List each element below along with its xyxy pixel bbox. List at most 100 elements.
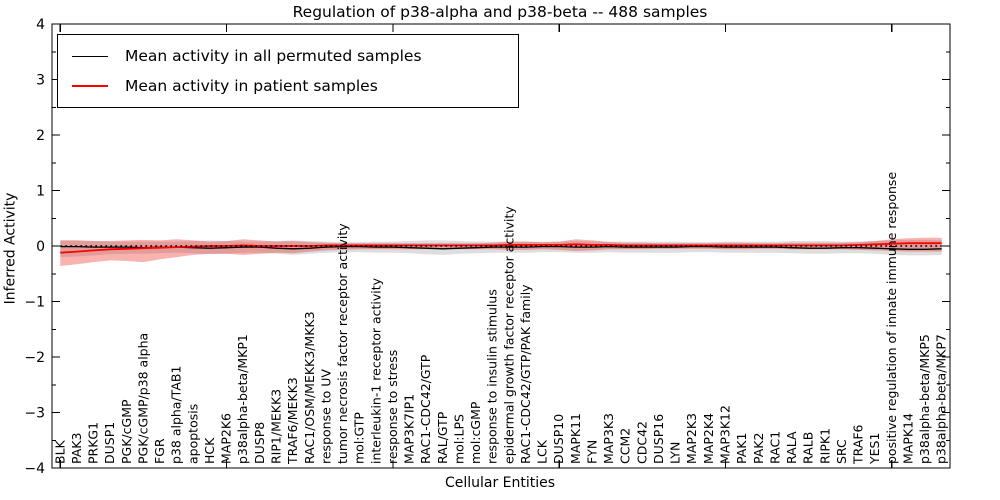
- category-label: TRAF6: [851, 424, 866, 465]
- category-label: PAK1: [734, 433, 749, 464]
- category-label-group: MAP3K12: [718, 405, 733, 464]
- category-label: RAC1/OSM/MEKK3/MKK3: [302, 311, 317, 464]
- category-label: MAP3K7IP1: [402, 394, 417, 464]
- category-label: DUSP8: [252, 422, 267, 464]
- chart-title: Regulation of p38-alpha and p38-beta -- …: [292, 3, 708, 21]
- category-label: LYN: [668, 442, 683, 464]
- y-tick-label: −3: [24, 406, 45, 422]
- category-label-group: DUSP16: [651, 414, 666, 464]
- category-label: p38alpha-beta/MKP1: [235, 334, 250, 464]
- category-label-group: response to stress: [385, 350, 400, 464]
- category-label-group: PAK3: [69, 433, 84, 464]
- category-label-group: positive regulation of innate immune res…: [884, 172, 899, 464]
- category-label: PRKG1: [86, 422, 101, 464]
- category-label: response to insulin stimulus: [485, 289, 500, 464]
- x-axis-title: Cellular Entities: [444, 475, 556, 491]
- category-label-group: TRAF6: [851, 424, 866, 465]
- category-label-group: mol:LPS: [451, 414, 466, 464]
- category-label-group: MAP2K4: [701, 413, 716, 464]
- category-label-group: FYN: [585, 440, 600, 464]
- category-label-group: interleukin-1 receptor activity: [368, 277, 383, 464]
- category-label-group: RALA: [784, 431, 799, 464]
- category-label: response to UV: [318, 369, 333, 464]
- category-label-group: TRAF6/MEKK3: [285, 377, 300, 465]
- category-label: BLK: [52, 439, 67, 464]
- legend-label-patient: Mean activity in patient samples: [125, 77, 378, 95]
- category-label: epidermal growth factor receptor activit…: [501, 206, 516, 464]
- category-label: DUSP10: [551, 414, 566, 464]
- category-label-group: PAK1: [734, 433, 749, 464]
- category-label: CDC42: [634, 421, 649, 464]
- category-label: mol:LPS: [451, 414, 466, 464]
- category-label: RALB: [801, 432, 816, 464]
- category-label-group: CCM2: [618, 428, 633, 464]
- legend: Mean activity in all permuted samples Me…: [57, 34, 519, 108]
- category-label-group: RAC1-CDC42/GTP: [418, 354, 433, 464]
- legend-line-permuted-icon: [72, 55, 108, 57]
- category-label-group: PGK/cGMP: [119, 399, 134, 464]
- legend-label-permuted: Mean activity in all permuted samples: [125, 47, 422, 65]
- category-label-group: MAPK11: [568, 413, 583, 464]
- category-label-group: RIPK1: [817, 428, 832, 464]
- category-label: RIPK1: [817, 428, 832, 464]
- category-label-group: PAK2: [751, 433, 766, 464]
- category-label-group: FGR: [152, 438, 167, 464]
- category-label-group: mol:GTP: [352, 412, 367, 464]
- category-label-group: LCK: [535, 439, 550, 464]
- category-label-group: DUSP10: [551, 414, 566, 464]
- category-label: TRAF6/MEKK3: [285, 377, 300, 465]
- category-label: PGK/cGMP/p38 alpha: [136, 333, 151, 464]
- category-label: FGR: [152, 438, 167, 464]
- category-label-group: RAC1/OSM/MEKK3/MKK3: [302, 311, 317, 464]
- line-patient-mean: [60, 242, 942, 254]
- legend-line-patient-icon: [72, 85, 108, 87]
- category-label-group: RAC1-CDC42/GTP/PAK family: [518, 284, 533, 464]
- category-label-group: CDC42: [634, 421, 649, 464]
- category-label-group: apoptosis: [185, 404, 200, 464]
- y-tick-label: −4: [24, 461, 45, 477]
- category-label: MAP3K12: [718, 405, 733, 464]
- category-label-group: DUSP8: [252, 422, 267, 464]
- category-label: RAC1-CDC42/GTP/PAK family: [518, 284, 533, 464]
- category-label: SRC: [834, 439, 849, 464]
- category-label-group: p38alpha-beta/MKP1: [235, 334, 250, 464]
- y-tick-label: 3: [36, 73, 45, 89]
- category-label: mol:GTP: [352, 412, 367, 464]
- y-tick-label: −2: [24, 350, 45, 366]
- category-label-group: RAL/GTP: [435, 411, 450, 464]
- category-label: RAC1: [767, 431, 782, 464]
- category-label: CCM2: [618, 428, 633, 464]
- category-label: PAK2: [751, 433, 766, 464]
- category-label: HCK: [202, 437, 217, 464]
- category-label: LCK: [535, 439, 550, 464]
- y-tick-label: 4: [36, 17, 45, 33]
- category-label: p38 alpha/TAB1: [169, 366, 184, 464]
- category-label-group: BLK: [52, 439, 67, 464]
- category-label: positive regulation of innate immune res…: [884, 172, 899, 464]
- category-label: FYN: [585, 440, 600, 464]
- category-label: response to stress: [385, 350, 400, 464]
- line-permuted-mean: [60, 245, 942, 250]
- category-label-group: response to UV: [318, 369, 333, 464]
- category-label: RAL/GTP: [435, 411, 450, 464]
- y-axis-title: Inferred Activity: [2, 192, 19, 305]
- category-label: RIP1/MEKK3: [269, 389, 284, 464]
- legend-entry-patient: Mean activity in patient samples: [72, 72, 504, 100]
- category-label: MAPK11: [568, 413, 583, 464]
- category-label-group: MAP3K7IP1: [402, 394, 417, 464]
- category-label-group: RIP1/MEKK3: [269, 389, 284, 464]
- category-label-group: epidermal growth factor receptor activit…: [501, 206, 516, 464]
- category-label-group: PRKG1: [86, 422, 101, 464]
- band-permuted: [60, 239, 942, 258]
- category-label: tumor necrosis factor receptor activity: [335, 223, 350, 464]
- category-label: PGK/cGMP: [119, 399, 134, 464]
- category-label-group: MAP2K3: [684, 413, 699, 464]
- legend-entry-permuted: Mean activity in all permuted samples: [72, 42, 504, 70]
- category-label: RAC1-CDC42/GTP: [418, 354, 433, 464]
- y-tick-label: 1: [36, 184, 45, 200]
- category-label-group: LYN: [668, 442, 683, 464]
- category-label-group: PGK/cGMP/p38 alpha: [136, 333, 151, 464]
- category-label: MAPK14: [900, 413, 915, 464]
- category-label: interleukin-1 receptor activity: [368, 277, 383, 464]
